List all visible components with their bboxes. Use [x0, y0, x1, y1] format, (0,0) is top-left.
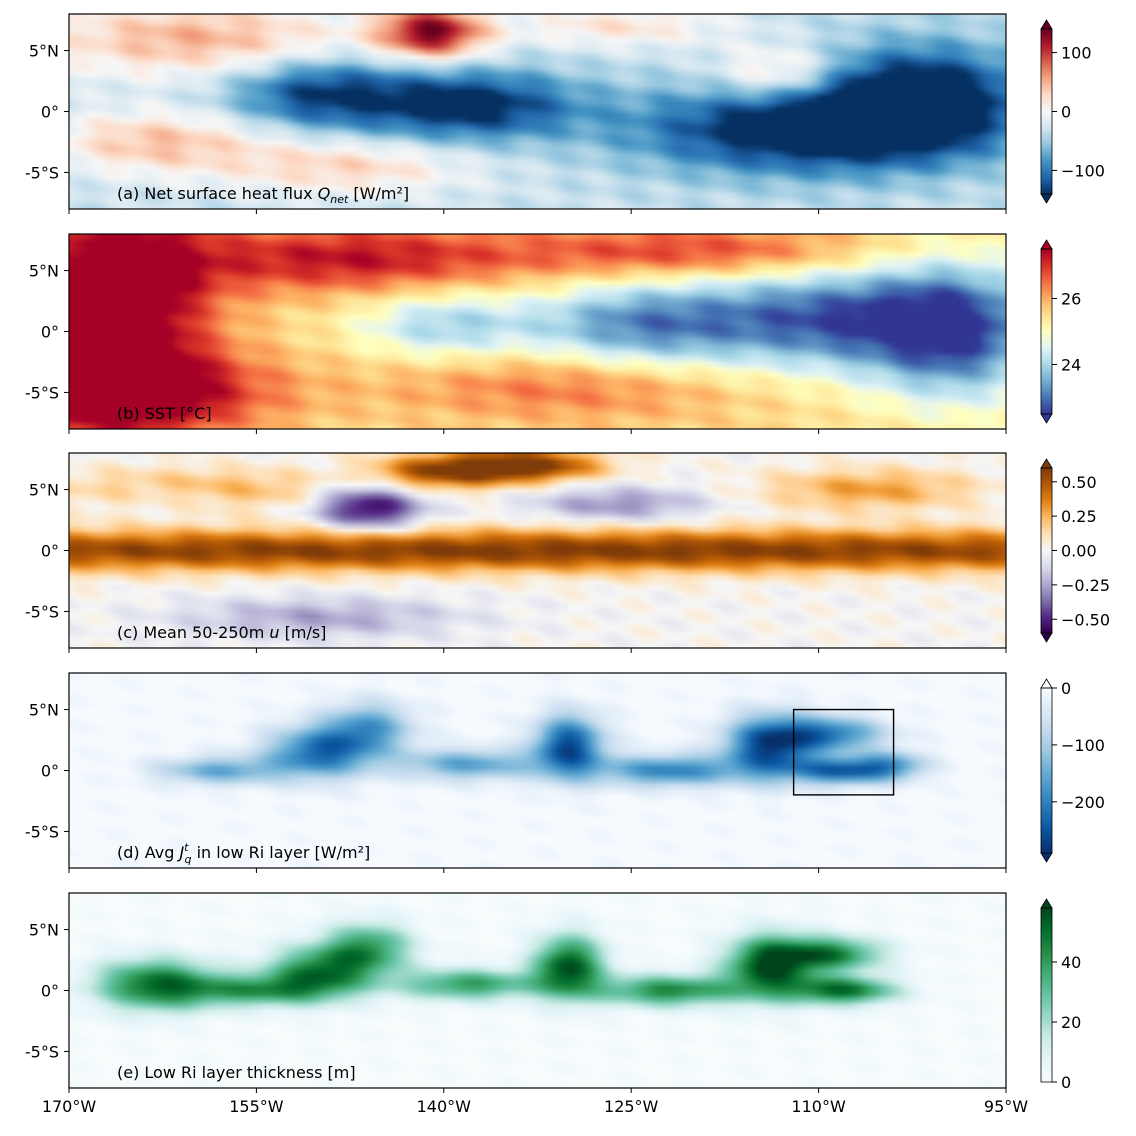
- colorbar-frame: [1040, 248, 1053, 415]
- heatmap-field: [69, 893, 1006, 1088]
- panel-label: (c) Mean 50-250m u [m/s]: [117, 623, 326, 642]
- colorbar: 0.50 0.25 0.00 −0.25 −0.50: [1040, 458, 1110, 643]
- colorbar-extend-max: [1040, 458, 1053, 469]
- heatmap-field: [69, 234, 1006, 429]
- colorbar-gradient: [1041, 249, 1052, 414]
- panel-3: 5°N 0° -5°S (c) Mean 50-250m u [m/s] 0.50 0.2…: [25, 452, 1110, 653]
- y-tick-label: 5°N: [29, 921, 59, 940]
- y-tick-label: 0°: [41, 982, 59, 1001]
- colorbar-tick-label: −0.25: [1061, 576, 1110, 595]
- panel-2: 5°N 0° -5°S (b) SST [°C] 26 24: [25, 233, 1081, 434]
- colorbar-tick-label: −100: [1061, 736, 1105, 755]
- heatmap-field: [69, 14, 1006, 209]
- y-tick-label: -5°S: [25, 1042, 59, 1061]
- x-tick-label: 125°W: [604, 1097, 659, 1116]
- y-tick-label: -5°S: [25, 163, 59, 182]
- colorbar-extend-min: [1040, 413, 1053, 424]
- colorbar-tick-label: 0: [1061, 103, 1071, 122]
- y-tick-label: 5°N: [29, 42, 59, 61]
- colorbar-extend-min: [1040, 852, 1053, 863]
- colorbar: 0 −100 −200: [1040, 678, 1105, 863]
- y-tick-label: 0°: [41, 323, 59, 342]
- colorbar: 26 24: [1040, 239, 1081, 424]
- y-tick-label: 5°N: [29, 701, 59, 720]
- colorbar-tick-label: 20: [1061, 1013, 1081, 1032]
- colorbar-extend-max: [1040, 898, 1053, 909]
- colorbar-gradient: [1041, 468, 1052, 633]
- panel-5: 5°N 0° -5°S 170°W 155°W 140°W 125°W 110°W 95°W (e…: [25, 892, 1081, 1116]
- highlight-box: [792, 708, 895, 796]
- y-tick-label: 5°N: [29, 481, 59, 500]
- y-tick-label: 0°: [41, 542, 59, 561]
- colorbar-gradient: [1041, 688, 1052, 853]
- panel-label: (d) Avg Jt q in low Ri layer [W/m²]: [117, 841, 370, 866]
- colorbar: 100 0 −100: [1040, 19, 1105, 204]
- panel-1: 5°N 0° -5°S (a) Net surface heat flux Qnet …: [25, 13, 1105, 214]
- y-tick-label: -5°S: [25, 602, 59, 621]
- colorbar-tick-label: 26: [1061, 290, 1081, 309]
- x-tick-label: 140°W: [417, 1097, 472, 1116]
- y-tick-label: 5°N: [29, 262, 59, 281]
- panel-4: 5°N 0° -5°S (d) Avg Jt q in low Ri layer [W/…: [25, 672, 1105, 873]
- x-tick-label: 155°W: [229, 1097, 284, 1116]
- colorbar-tick-label: 100: [1061, 44, 1092, 63]
- colorbar-frame: [1040, 687, 1053, 854]
- colorbar-tick-label: 0.25: [1061, 507, 1097, 526]
- y-tick-label: -5°S: [25, 383, 59, 402]
- heatmap-field: [69, 673, 1006, 868]
- y-tick-label: 0°: [41, 103, 59, 122]
- y-tick-label: 0°: [41, 762, 59, 781]
- colorbar-gradient: [1041, 29, 1052, 194]
- colorbar-gradient: [1041, 908, 1052, 1082]
- colorbar-extend-min: [1040, 193, 1053, 204]
- colorbar-tick-label: 0: [1061, 1073, 1071, 1092]
- colorbar-frame: [1040, 907, 1053, 1083]
- colorbar: 40 20 0: [1040, 898, 1081, 1092]
- x-tick-label: 95°W: [984, 1097, 1028, 1116]
- colorbar-tick-label: 0: [1061, 679, 1071, 698]
- panel-label: (a) Net surface heat flux Qnet [W/m²]: [117, 184, 409, 206]
- colorbar-extend-min: [1040, 632, 1053, 643]
- colorbar-tick-label: 40: [1061, 953, 1081, 972]
- heatmap-field: [69, 453, 1006, 648]
- colorbar-extend-max: [1040, 239, 1053, 250]
- colorbar-tick-label: 24: [1061, 356, 1081, 375]
- colorbar-extend-max: [1040, 19, 1053, 30]
- colorbar-tick-label: 0.00: [1061, 542, 1097, 561]
- colorbar-tick-label: −100: [1061, 161, 1105, 180]
- colorbar-tick-label: −200: [1061, 793, 1105, 812]
- colorbar-tick-label: −0.50: [1061, 610, 1110, 629]
- colorbar-extend-max: [1040, 678, 1053, 689]
- x-tick-label: 110°W: [791, 1097, 846, 1116]
- colorbar-tick-label: 0.50: [1061, 473, 1097, 492]
- x-tick-label: 170°W: [42, 1097, 97, 1116]
- panel-label: (b) SST [°C]: [117, 404, 212, 423]
- panel-label: (e) Low Ri layer thickness [m]: [117, 1063, 356, 1082]
- y-tick-label: -5°S: [25, 822, 59, 841]
